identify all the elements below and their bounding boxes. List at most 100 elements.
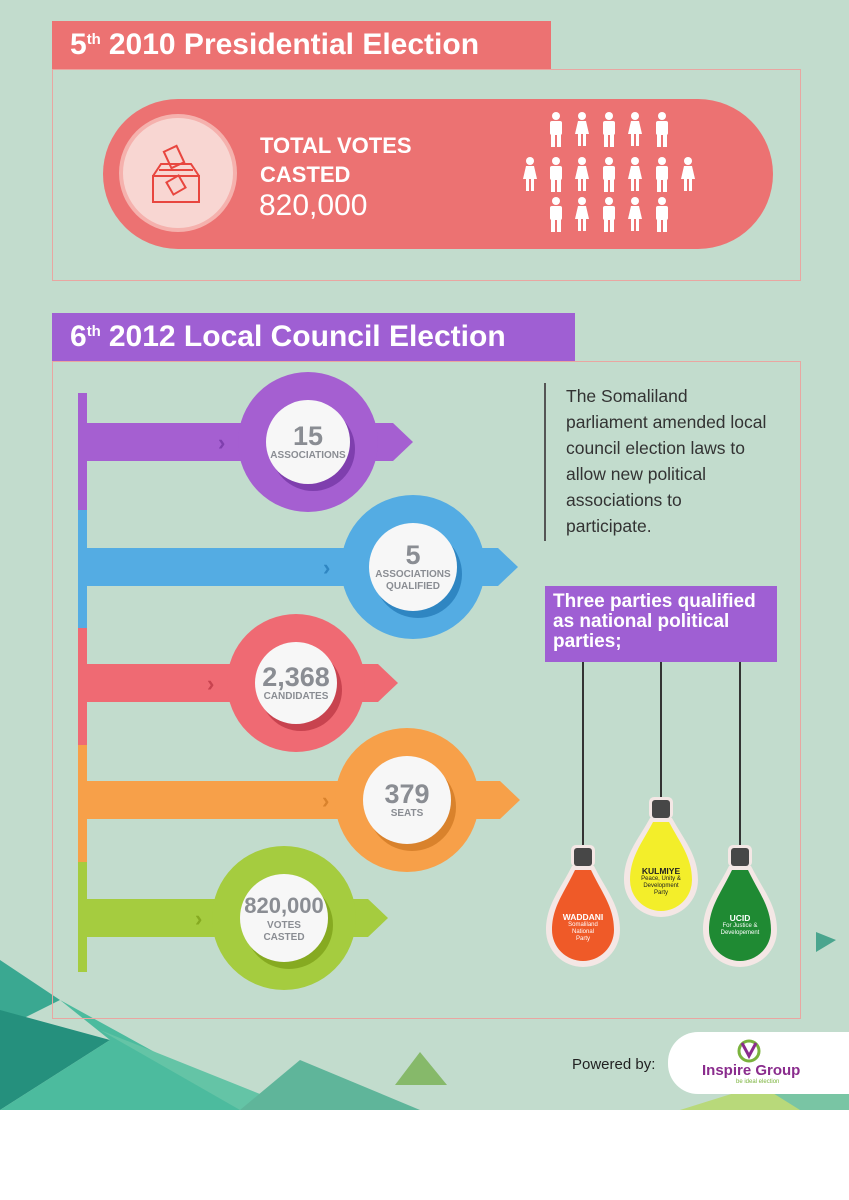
- stat-value: 15: [292, 421, 324, 451]
- male-person-icon: [603, 197, 615, 232]
- description-line: The Somaliland: [566, 386, 688, 406]
- total-votes-label-line1: TOTAL VOTES: [260, 133, 412, 158]
- ucid-label: UCID For Justice & Developement: [705, 913, 775, 937]
- parties-heading-line: Three parties qualified: [553, 591, 756, 612]
- kulmiye-bulb: [624, 797, 698, 917]
- party-sub: Party: [575, 936, 590, 942]
- chevron-right-icon: ›: [322, 788, 329, 813]
- stat-value: 5: [405, 540, 421, 570]
- stat-label: VOTES: [267, 920, 301, 931]
- logo-mark-icon: [737, 1039, 761, 1063]
- section2-title-text: 2012 Local Council Election: [108, 320, 506, 353]
- female-person-icon: [575, 112, 589, 146]
- stat-circle: [369, 523, 457, 611]
- chevron-right-icon: ›: [218, 430, 225, 455]
- stat-text: 2,368 CANDIDATES: [255, 642, 337, 724]
- description-line: associations to: [566, 490, 682, 510]
- section1-title-number: 5: [70, 28, 87, 61]
- party-sub: Party: [653, 890, 668, 896]
- stat-value: 820,000: [244, 893, 324, 918]
- female-person-icon: [575, 157, 589, 191]
- section2-title-number: 6: [70, 320, 87, 353]
- stat-label: CANDIDATES: [263, 691, 329, 702]
- female-person-icon: [628, 112, 642, 146]
- chevron-right-icon: ›: [195, 906, 202, 931]
- parties-heading-line: parties;: [553, 631, 622, 652]
- section2-title-sup: th: [86, 322, 101, 340]
- timeline-spine-segment: [78, 862, 87, 972]
- logo-text: Inspire Group: [702, 1062, 801, 1079]
- stat-label: CASTED: [263, 932, 305, 943]
- description-line: council election laws to: [566, 438, 745, 458]
- male-person-icon: [550, 157, 562, 192]
- party-sub: For Justice &: [722, 923, 758, 929]
- stat-text: 820,000 VOTES CASTED: [240, 874, 328, 962]
- total-votes-label: TOTAL VOTES CASTED: [260, 131, 412, 189]
- stat-label: SEATS: [390, 808, 424, 819]
- male-person-icon: [550, 112, 562, 147]
- timeline-spine-segment: [78, 510, 87, 628]
- timeline-spine-segment: [78, 745, 87, 862]
- male-person-icon: [656, 157, 668, 192]
- party-bulbs: [546, 662, 777, 967]
- stat-circle: [266, 400, 350, 484]
- stat-text: 379 SEATS: [363, 756, 451, 844]
- stat-value: 2,368: [262, 662, 330, 692]
- description-line: allow new political: [566, 464, 707, 484]
- male-person-icon: [550, 197, 562, 232]
- party-sub: Development: [643, 883, 679, 889]
- stat-value: 379: [384, 779, 430, 809]
- triangle-decoration: [395, 1052, 447, 1085]
- total-votes-value: 820,000: [259, 189, 368, 222]
- timeline-spine-segment: [78, 628, 87, 745]
- stat-label: QUALIFIED: [386, 581, 440, 592]
- inspire-group-logo: Inspire Group be ideal election: [668, 1032, 849, 1094]
- total-votes-label-line2: CASTED: [260, 162, 351, 187]
- female-person-icon: [628, 197, 642, 231]
- party-name: UCID: [729, 913, 751, 923]
- section1-title-text: 2010 Presidential Election: [108, 28, 480, 61]
- stat-circle: [240, 874, 328, 962]
- parties-heading-line: as national political: [553, 611, 730, 632]
- waddani-bulb: [546, 845, 620, 967]
- stat-label: ASSOCIATIONS: [270, 450, 346, 461]
- stats-timeline: › › › › ›: [78, 372, 520, 990]
- logo-tagline: be ideal election: [736, 1079, 780, 1085]
- background-decoration: [0, 932, 849, 1110]
- section1-title-sup: th: [86, 30, 101, 48]
- powered-by-label: Powered by:: [572, 1056, 656, 1073]
- chevron-right-icon: ›: [323, 555, 330, 580]
- people-icon-grid: [523, 112, 695, 232]
- male-person-icon: [656, 197, 668, 232]
- parties-heading: Three parties qualified as national poli…: [545, 586, 777, 662]
- description-text: The Somaliland parliament amended local …: [566, 383, 766, 539]
- stat-circle: [255, 642, 337, 724]
- party-sub: Peace, Unity &: [641, 876, 681, 882]
- female-person-icon: [575, 197, 589, 231]
- section1-panel: [52, 69, 801, 281]
- party-name: KULMIYE: [641, 866, 681, 876]
- ballot-box-icon: [152, 144, 200, 203]
- party-sub: National: [571, 929, 594, 935]
- ballot-circle: [123, 118, 233, 228]
- female-person-icon: [628, 157, 642, 191]
- party-sub: Developement: [720, 930, 760, 936]
- section2-panel: [52, 361, 801, 1019]
- stat-text: 5 ASSOCIATIONS QUALIFIED: [369, 523, 457, 611]
- waddani-label: WADDANI Somaliland National Party: [548, 912, 618, 943]
- female-person-icon: [681, 157, 695, 191]
- stat-label: ASSOCIATIONS: [375, 569, 451, 580]
- female-person-icon: [523, 157, 537, 191]
- party-name: WADDANI: [562, 912, 604, 922]
- male-person-icon: [603, 112, 615, 147]
- description-line: parliament amended local: [566, 412, 767, 432]
- description-divider: [544, 383, 546, 541]
- party-sub: Somaliland: [568, 922, 598, 928]
- kulmiye-label: KULMIYE Peace, Unity & Development Party: [626, 866, 696, 897]
- stat-circle: [363, 756, 451, 844]
- description-line: participate.: [566, 516, 652, 536]
- male-person-icon: [656, 112, 668, 147]
